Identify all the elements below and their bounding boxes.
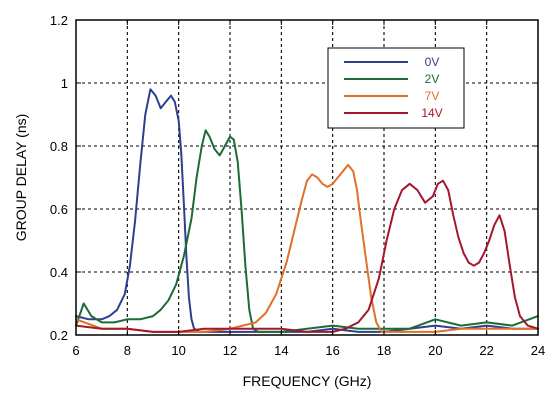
y-tick-label: 0.4 (50, 265, 68, 280)
legend: 0V 2V 7V 14V (327, 47, 465, 129)
legend-box (327, 47, 465, 129)
x-tick-label: 18 (377, 343, 391, 358)
y-tick-label: 1.2 (50, 13, 68, 28)
y-tick-label: 0.2 (50, 328, 68, 343)
series-line-14V (75, 179, 539, 333)
x-tick-label: 22 (479, 343, 493, 358)
legend-label-7V: 7V (425, 89, 440, 103)
x-tick-label: 20 (428, 343, 442, 358)
y-tick-label: 0.8 (50, 139, 68, 154)
x-tick-label: 8 (124, 343, 131, 358)
x-axis-label: FREQUENCY (GHz) (243, 373, 372, 389)
y-tick-label: 1 (61, 76, 68, 91)
x-tick-label: 12 (223, 343, 237, 358)
x-tick-label: 16 (325, 343, 339, 358)
series-line-2V (75, 129, 539, 333)
y-tick-labels: 0.2 0.4 0.6 0.8 1 1.2 (50, 13, 68, 343)
plot-frame (75, 19, 539, 336)
legend-label-2V: 2V (425, 72, 440, 86)
series-line-7V (75, 163, 539, 333)
legend-label-14V: 14V (421, 106, 442, 120)
y-axis-label: GROUP DELAY (ns) (13, 114, 29, 242)
x-tick-label: 24 (531, 343, 545, 358)
x-tick-label: 10 (171, 343, 185, 358)
x-tick-label: 6 (72, 343, 79, 358)
grid (76, 20, 538, 335)
x-tick-label: 14 (274, 343, 288, 358)
legend-label-0V: 0V (425, 55, 440, 69)
series-line-0V (75, 88, 539, 333)
x-tick-labels: 6 8 10 12 14 16 18 20 22 24 (72, 343, 545, 358)
tick-marks (75, 19, 539, 336)
y-tick-label: 0.6 (50, 202, 68, 217)
series-lines (75, 88, 539, 333)
